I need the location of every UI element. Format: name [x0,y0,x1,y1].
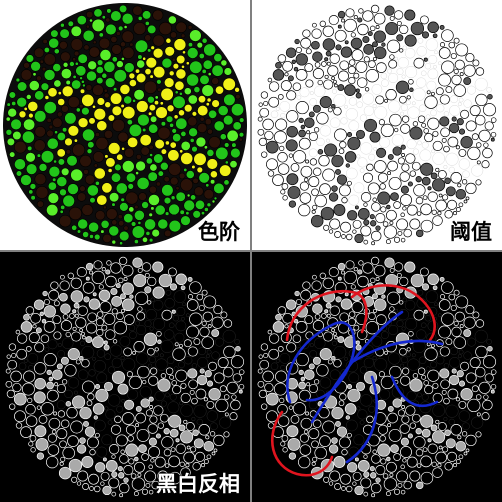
panel-inverted: 黑白反相 [0,252,250,502]
trace-red-stroke [350,284,436,342]
trace-blue-stroke [350,339,444,364]
panel-label-color-levels: 色阶 [198,220,240,244]
panel-label-inverted: 黑白反相 [156,472,240,496]
panel-color-levels: 色阶 [0,0,250,250]
trace-blue-stroke [310,310,404,424]
trace-blue-stroke [345,375,378,464]
traced-plate-svg [257,256,497,498]
trace-red-stroke [271,410,334,477]
panel-threshold: 阈值 [252,0,502,250]
color-plate-svg [3,3,247,247]
inverted-plate-svg [5,256,245,498]
trace-blue-stroke [390,375,439,408]
threshold-plate-svg [257,4,497,246]
panel-label-threshold: 阈值 [450,220,492,244]
trace-red-stroke [285,289,368,342]
panel-traced [252,252,502,502]
